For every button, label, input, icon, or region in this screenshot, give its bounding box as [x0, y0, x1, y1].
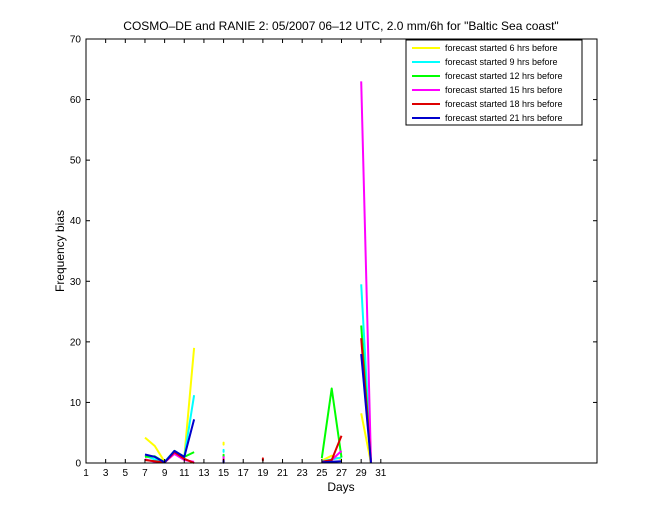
series-line	[144, 353, 372, 464]
plot-lines	[144, 81, 372, 464]
y-axis: 0 10 20 30 40 50 60 70	[70, 35, 597, 470]
series-segment	[320, 387, 343, 459]
x-tick-label: 21	[277, 468, 289, 479]
x-tick-label: 11	[179, 468, 190, 479]
legend: forecast started 6 hrs before forecast st…	[405, 39, 583, 126]
y-tick-label: 20	[70, 337, 82, 348]
legend-entry: forecast started 15 hrs before	[445, 85, 563, 95]
x-tick-label: 5	[123, 468, 129, 479]
y-tick-label: 30	[70, 277, 82, 288]
x-axis: 1 3 5 7 9 11 13 15 17 19 21 23 25 27 29 31	[83, 39, 387, 479]
series-segment	[360, 353, 372, 464]
x-tick-label: 3	[103, 468, 109, 479]
x-tick-label: 19	[257, 468, 269, 479]
y-tick-label: 10	[70, 398, 82, 409]
x-tick-label: 7	[142, 468, 148, 479]
y-tick-label: 50	[70, 156, 82, 167]
x-tick-label: 25	[316, 468, 328, 479]
y-tick-label: 0	[75, 459, 81, 470]
series-segment	[360, 81, 372, 464]
y-tick-label: 60	[70, 95, 82, 106]
x-tick-label: 23	[297, 468, 309, 479]
x-tick-label: 29	[356, 468, 368, 479]
x-tick-label: 27	[336, 468, 348, 479]
legend-entry: forecast started 12 hrs before	[445, 71, 563, 81]
y-tick-label: 70	[70, 35, 82, 46]
legend-entry: forecast started 6 hrs before	[445, 43, 558, 53]
x-tick-label: 17	[238, 468, 250, 479]
legend-box	[405, 39, 583, 126]
x-tick-label: 13	[198, 468, 210, 479]
x-tick-label: 31	[375, 468, 387, 479]
legend-entry: forecast started 18 hrs before	[445, 99, 563, 109]
y-axis-label: Frequency bias	[53, 210, 67, 292]
x-axis-label: Days	[327, 480, 354, 494]
y-tick-label: 40	[70, 216, 82, 227]
x-tick-label: 1	[83, 468, 89, 479]
x-tick-label: 15	[218, 468, 230, 479]
series-segment	[321, 460, 342, 464]
x-tick-label: 9	[162, 468, 168, 479]
chart-title: COSMO–DE and RANIE 2: 05/2007 06–12 UTC,…	[123, 19, 558, 33]
series-segment	[144, 419, 196, 464]
legend-entry: forecast started 21 hrs before	[445, 113, 563, 123]
legend-entry: forecast started 9 hrs before	[445, 57, 558, 67]
